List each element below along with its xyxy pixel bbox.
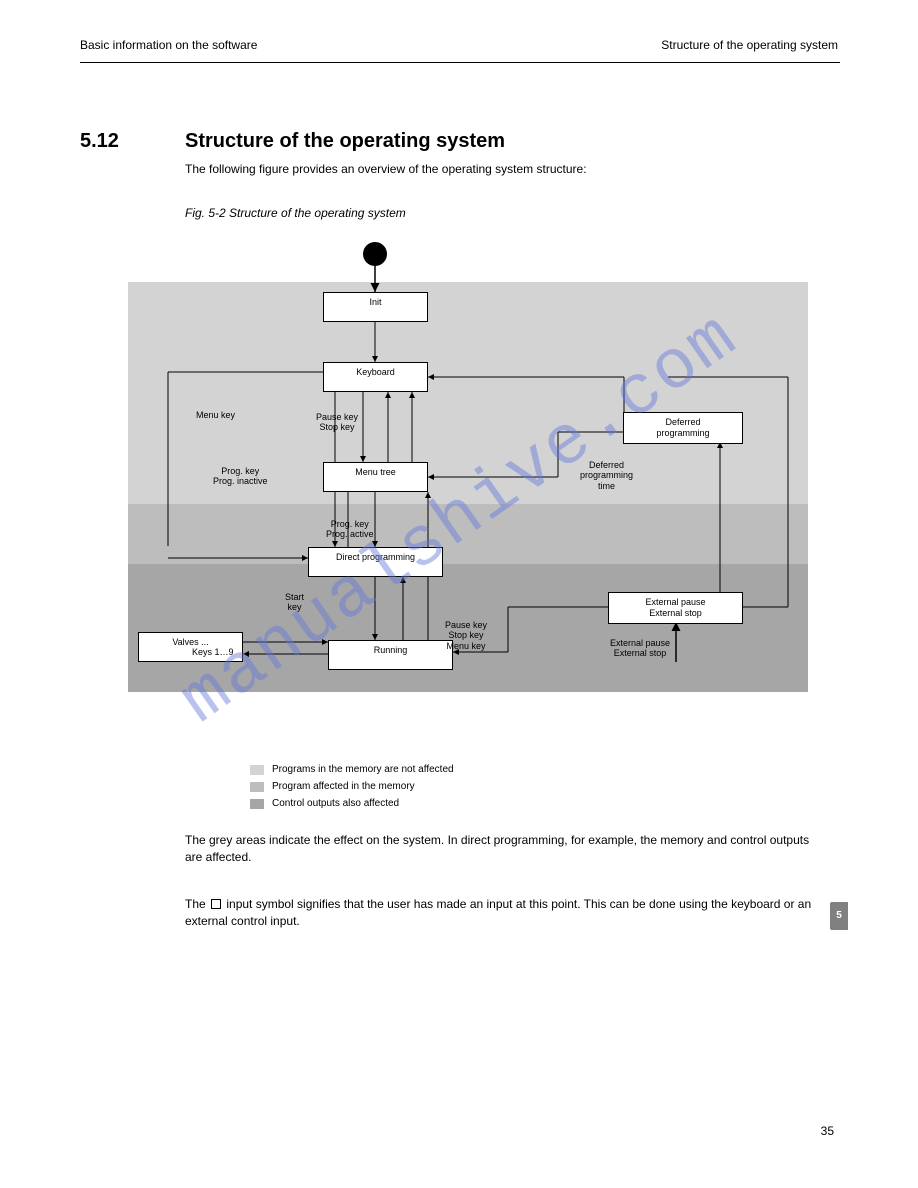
- box-deferred: Deferredprogramming: [623, 412, 743, 444]
- box-direct: Direct programming: [308, 547, 443, 577]
- section-subtitle: The following figure provides an overvie…: [185, 162, 587, 176]
- swatch-light: [250, 765, 264, 775]
- legend-text-1: Program affected in the memory: [272, 779, 415, 794]
- label-keys-19: Keys 1…9: [192, 647, 234, 657]
- p2-b: input symbol signifies that the user has…: [185, 897, 811, 928]
- header-rule: [80, 62, 840, 63]
- legend-text-2: Control outputs also affected: [272, 796, 399, 811]
- label-deferred-time: Deferredprogrammingtime: [580, 460, 633, 491]
- section-number: 5.12: [80, 130, 119, 153]
- paragraph-1: The grey areas indicate the effect on th…: [185, 832, 825, 867]
- legend-text-0: Programs in the memory are not affected: [272, 762, 454, 777]
- label-to-running: Pause keyStop keyMenu key: [445, 620, 487, 651]
- swatch-mid: [250, 782, 264, 792]
- paragraph-2: The input symbol signifies that the user…: [185, 896, 825, 931]
- box-pause: External pauseExternal stop: [608, 592, 743, 624]
- flow-diagram: Init Keyboard Menu tree Deferredprogramm…: [128, 232, 808, 722]
- page-number: 35: [821, 1124, 834, 1138]
- label-prog-inactive: Prog. keyProg. inactive: [213, 466, 268, 487]
- figure-caption: Fig. 5-2 Structure of the operating syst…: [185, 206, 406, 220]
- box-init: Init: [323, 292, 428, 322]
- box-running: Running: [328, 640, 453, 670]
- section-title: Structure of the operating system: [185, 130, 505, 153]
- legend: Programs in the memory are not affected …: [250, 762, 454, 813]
- chapter-tab: 5: [830, 902, 848, 930]
- chapter-tab-number: 5: [830, 902, 848, 930]
- input-symbol-icon: [211, 899, 221, 909]
- header-right: Structure of the operating system: [661, 38, 838, 52]
- label-pause-stop: Pause keyStop key: [316, 412, 358, 433]
- label-prog-active: Prog. keyProg. active: [326, 519, 374, 540]
- label-external: External pauseExternal stop: [610, 638, 670, 659]
- label-menu-key: Menu key: [196, 410, 235, 420]
- header-left: Basic information on the software: [80, 38, 257, 52]
- box-keyboard: Keyboard: [323, 362, 428, 392]
- p2-a: The: [185, 897, 209, 911]
- start-dot: [363, 242, 387, 266]
- box-menutree: Menu tree: [323, 462, 428, 492]
- label-start-key: Startkey: [285, 592, 304, 613]
- swatch-dark: [250, 799, 264, 809]
